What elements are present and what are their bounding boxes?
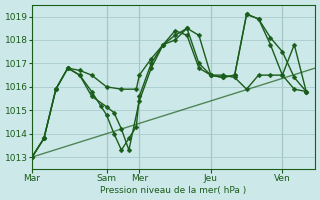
X-axis label: Pression niveau de la mer( hPa ): Pression niveau de la mer( hPa ): [100, 186, 247, 195]
